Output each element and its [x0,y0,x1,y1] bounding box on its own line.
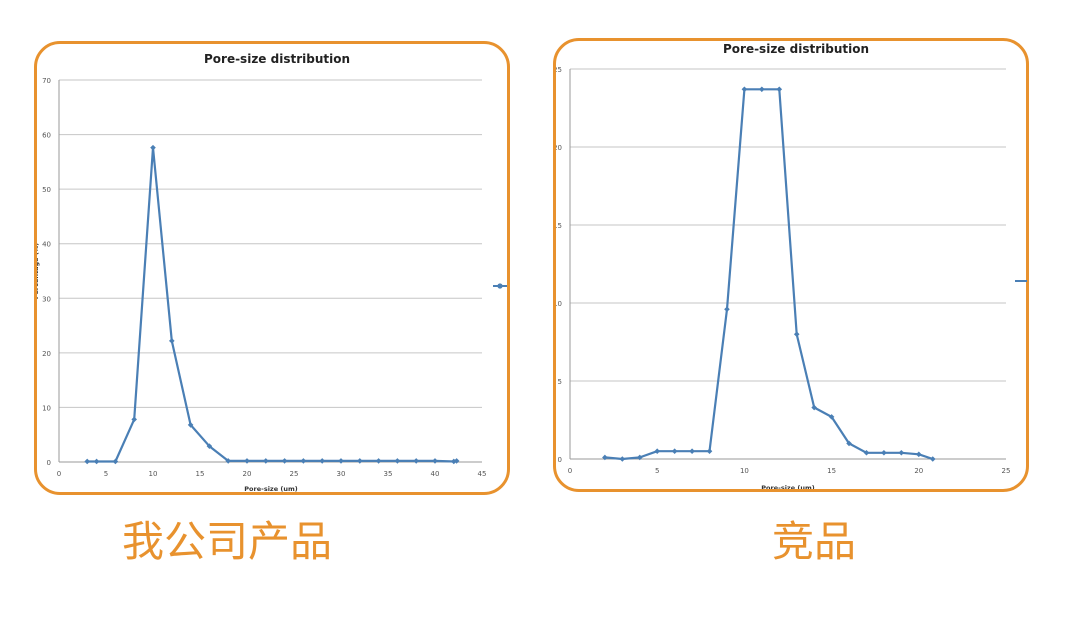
x-tick-label: 20 [914,467,923,475]
x-tick-label: 25 [1002,467,1011,475]
data-point [776,86,783,93]
x-tick-label: 0 [568,467,572,475]
data-point [811,404,817,411]
y-tick-label: 25 [556,66,562,74]
data-point [671,448,678,454]
data-point [724,306,730,313]
x-tick-label: 30 [337,470,346,478]
data-point [759,86,765,93]
caption-our-product: 我公司产品 [122,517,333,566]
data-point [432,458,438,464]
data-point [300,458,307,464]
y-tick-label: 0 [558,456,562,464]
data-point [706,448,713,454]
data-point [112,458,119,465]
data-point [225,458,231,464]
data-point [206,443,213,449]
data-point [929,456,936,462]
series-marker-icon [1015,280,1027,282]
y-tick-label: 60 [42,132,51,140]
chart-panel-our-product: 0 10 20 30 40 50 60 70 0 5 10 15 20 25 30 35 40 45 Pore-si… [34,41,510,495]
y-tick-label: 40 [42,241,51,249]
x-tick-label: 10 [740,467,749,475]
data-point [357,458,363,464]
data-point [881,449,887,456]
x-tick-label: 5 [104,470,108,478]
y-tick-label: 70 [42,77,51,85]
data-point [898,449,905,456]
chart-title: Pore-size distribution [723,42,869,56]
data-point [654,448,660,454]
y-tick-label: 20 [42,350,51,358]
data-point [281,458,288,464]
y-tick-label: 0 [47,459,51,467]
x-tick-label: 10 [149,470,158,478]
pore-size-chart-competitor: 0 5 10 15 20 25 0 5 10 15 20 25 Pore-size distributi… [556,42,1011,489]
series-line [87,146,457,463]
y-tick-label: 10 [556,300,562,308]
y-tick-label: 5 [558,378,562,386]
chart-panel-competitor: 0 5 10 15 20 25 0 5 10 15 20 25 Pore-size distributi… [553,38,1029,492]
y-tick-label: 20 [556,144,562,152]
data-point [244,458,250,464]
data-point [619,456,626,462]
x-tick-label: 25 [290,470,299,478]
data-point [916,451,922,458]
x-tick-label: 20 [243,470,252,478]
data-point [375,458,382,464]
data-point [451,458,457,465]
x-tick-label: 40 [431,470,440,478]
x-tick-label: 15 [827,467,836,475]
x-tick-label: 5 [655,467,659,475]
data-point [93,458,100,465]
y-tick-label: 15 [556,222,562,230]
y-tick-label: 30 [42,295,51,303]
x-tick-label: 35 [384,470,393,478]
data-point [793,331,800,337]
data-point [187,422,194,428]
series-line [604,88,934,461]
data-point [863,449,870,456]
data-point [413,458,419,464]
series-marker-icon [493,283,507,289]
chart-title: Pore-size distribution [204,52,350,66]
data-point [169,338,175,344]
x-tick-label: 15 [196,470,205,478]
data-point [689,448,695,454]
caption-competitor: 竞品 [772,517,857,566]
y-axis-label: Percentage (%) [37,243,40,300]
data-point [828,414,835,420]
x-tick-label: 45 [478,470,487,478]
data-point [319,458,325,464]
pore-size-chart-our-product: 0 10 20 30 40 50 60 70 0 5 10 15 20 25 30 35 40 45 Pore-si… [37,52,487,492]
data-point [338,458,344,464]
data-point [394,458,401,464]
x-tick-label: 0 [57,470,61,478]
data-point [150,144,156,151]
x-axis-label: Pore-size (um) [761,484,814,489]
y-tick-label: 50 [42,186,51,194]
data-point [453,458,460,464]
x-axis-label: Pore-size (um) [244,485,297,492]
data-point [263,458,269,464]
data-point [84,458,90,465]
data-point [741,86,748,93]
data-point [846,440,852,447]
y-tick-label: 10 [42,404,51,412]
